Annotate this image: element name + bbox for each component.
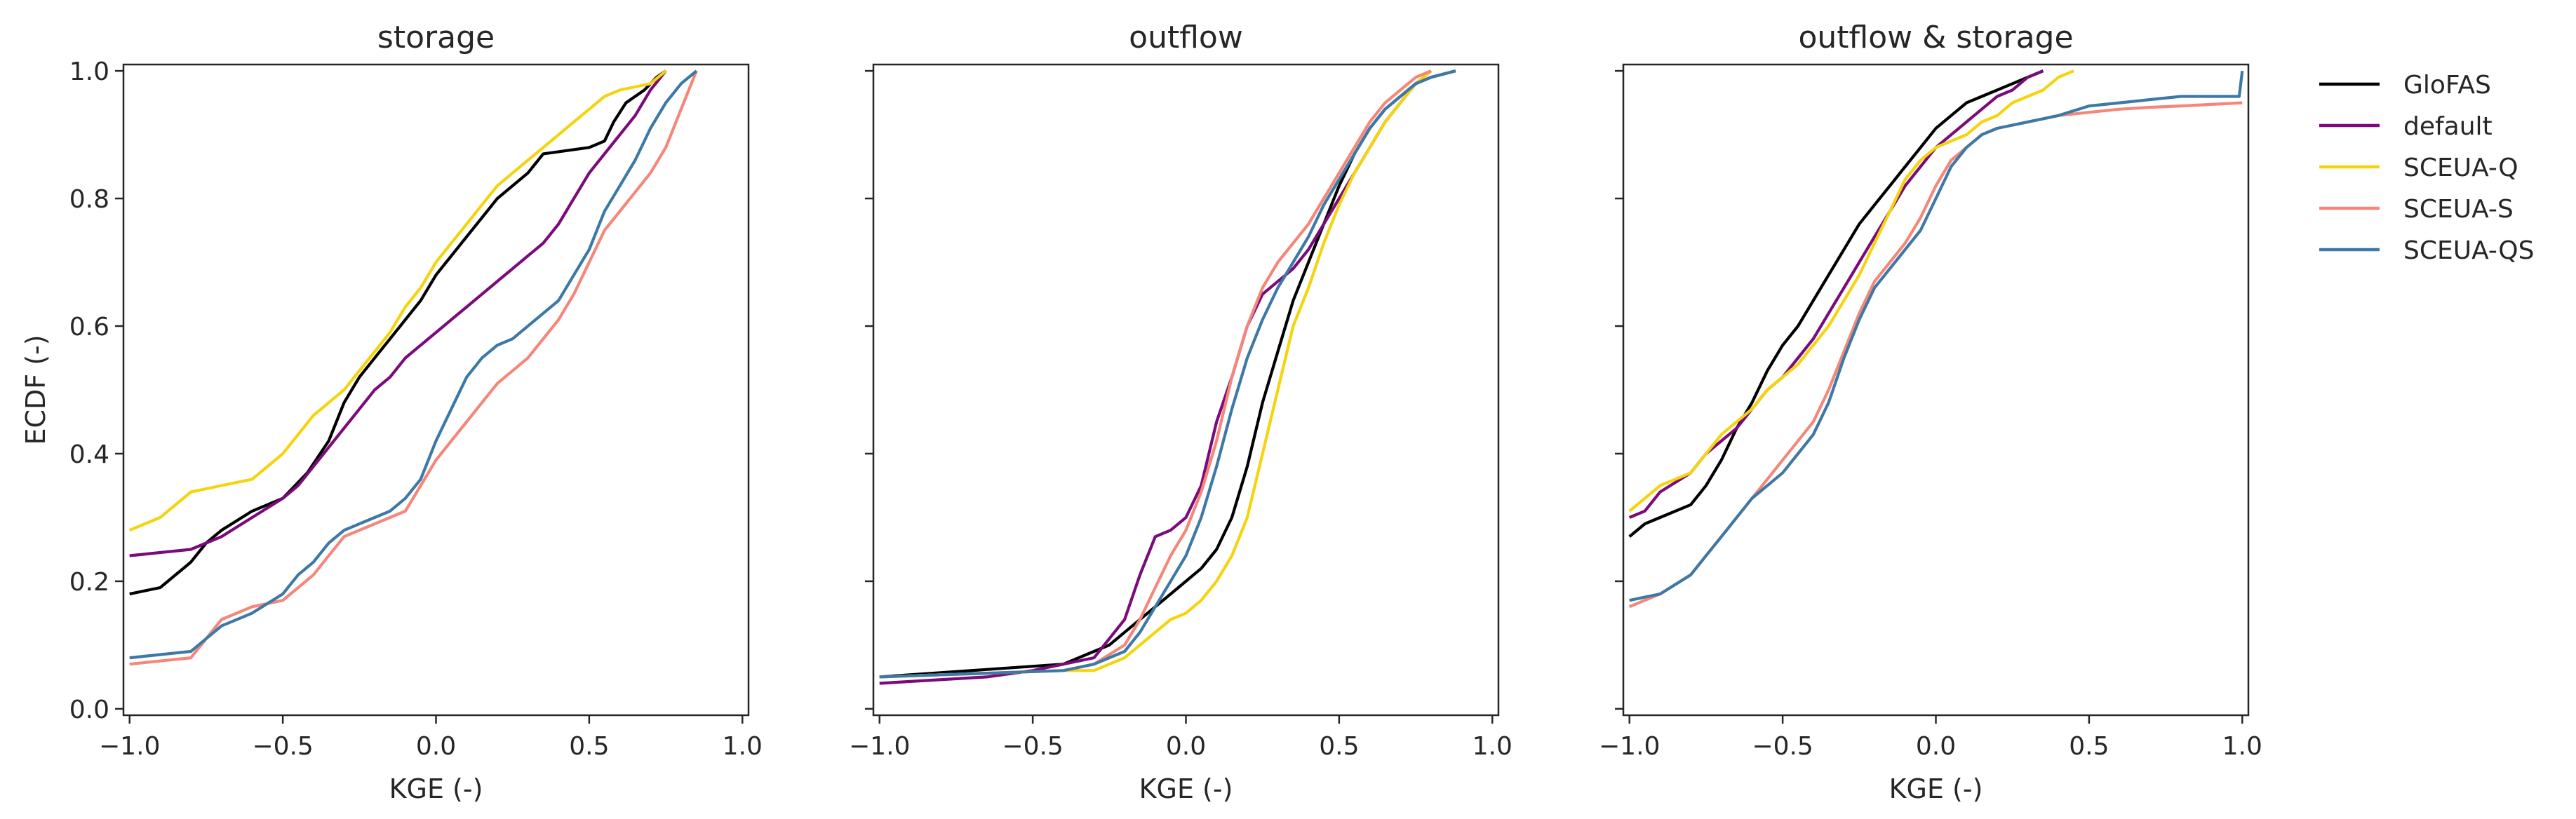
x-tick-label: 1.0 (723, 732, 763, 761)
panel-3: −1.0 −0.5 0.0 0.5 1.0 outflow & storage KGE (-… (1599, 20, 2262, 804)
legend: GloFAS default SCEUA-Q SCEUA-S SCEUA-QS (2319, 71, 2534, 265)
plot-frame (1622, 63, 2250, 717)
legend-label: GloFAS (2403, 71, 2491, 100)
legend-label: SCEUA-QS (2403, 236, 2534, 265)
x-tick-label: 0.0 (1916, 732, 1956, 761)
series-line-sceua-q (128, 69, 667, 532)
legend-label: SCEUA-Q (2403, 154, 2518, 182)
plot-frame (872, 63, 1500, 717)
y-tick-label: 0.0 (69, 696, 109, 724)
x-tick-label: 1.0 (2222, 732, 2262, 761)
panel-title: outflow (1129, 20, 1243, 55)
series-line-glofas (1628, 69, 2044, 538)
series-line-sceua-s (1628, 101, 2243, 609)
y-tick-label: 0.8 (69, 185, 109, 214)
x-tick-label: −1.0 (99, 732, 160, 761)
series-line-sceua-q (1628, 69, 2074, 513)
x-tick-label: −1.0 (1599, 732, 1660, 761)
x-axis-label: KGE (-) (1889, 773, 1983, 804)
y-tick-label: 0.2 (69, 568, 109, 597)
x-axis-label: KGE (-) (1139, 773, 1233, 804)
series-line-sceua-q (879, 69, 1433, 679)
panel-title: outflow & storage (1798, 20, 2073, 55)
legend-label: SCEUA-S (2403, 195, 2514, 224)
x-tick-label: 0.0 (416, 732, 456, 761)
series-line-sceua-s (129, 70, 698, 666)
series-line-default (129, 69, 667, 557)
x-tick-label: −1.0 (849, 732, 910, 761)
plot-frame (122, 63, 750, 717)
y-tick-label: 0.4 (69, 440, 109, 469)
x-tick-label: 1.0 (1473, 732, 1512, 761)
x-tick-label: 0.5 (2069, 732, 2109, 761)
panel-1: −1.0 −0.5 0.0 0.5 1.0 0.0 0.2 0.4 0.6 0.8 1.0 stora… (20, 20, 763, 804)
legend-label: default (2403, 112, 2493, 141)
y-tick-label: 1.0 (69, 57, 109, 86)
series-line-sceua-qs (1629, 70, 2244, 602)
series-line-default (1628, 69, 2044, 519)
x-tick-label: 0.5 (1319, 732, 1359, 761)
y-axis-label: ECDF (-) (20, 334, 51, 445)
x-tick-label: 0.5 (569, 732, 609, 761)
series-line-sceua-qs (879, 69, 1456, 679)
series-line-glofas (129, 69, 667, 596)
panel-2: −1.0 −0.5 0.0 0.5 1.0 outflow KGE (-) (849, 20, 1512, 804)
series-line-sceua-s (879, 69, 1432, 679)
x-tick-label: −0.5 (1752, 732, 1813, 761)
y-tick-label: 0.6 (69, 313, 109, 341)
x-tick-label: −0.5 (1002, 732, 1063, 761)
x-tick-label: −0.5 (252, 732, 313, 761)
x-tick-label: 0.0 (1166, 732, 1206, 761)
x-axis-label: KGE (-) (389, 773, 483, 804)
series-line-sceua-qs (129, 69, 698, 660)
panel-title: storage (377, 20, 495, 55)
